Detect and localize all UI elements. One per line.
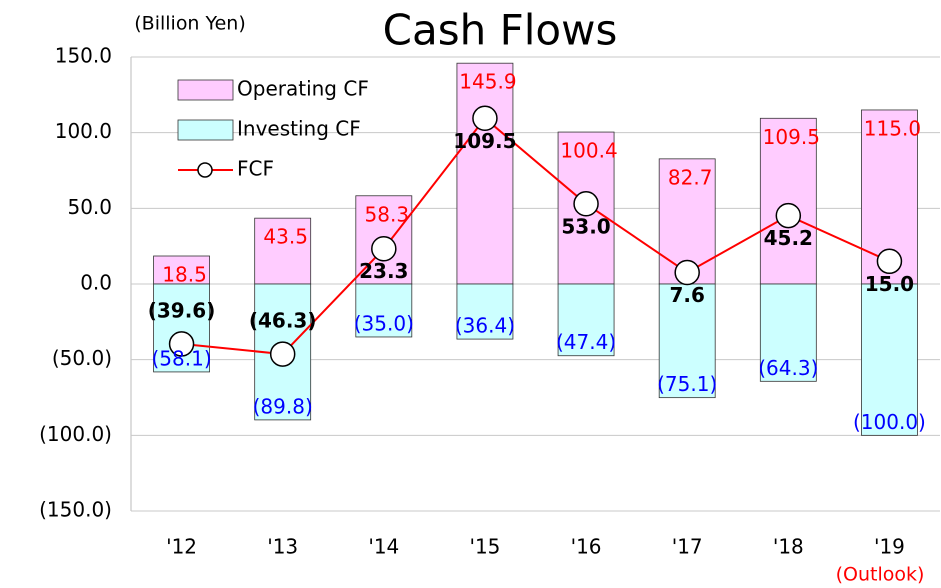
annotation: (Outlook) (836, 564, 925, 586)
bar-label: 58.3 (365, 202, 410, 226)
x-tick-label: '17 (672, 535, 703, 559)
bar-label: 18.5 (162, 263, 207, 287)
bar-label: 43.5 (263, 225, 308, 249)
legend-swatch (177, 119, 234, 141)
bar (658, 283, 716, 399)
y-tick-label: 50.0 (67, 195, 112, 219)
fcf-label: (39.6) (148, 298, 216, 322)
x-tick-label: '13 (267, 535, 298, 559)
bar-label: 100.4 (560, 139, 617, 163)
fcf-label: 7.6 (669, 283, 704, 307)
bar-label: (35.0) (354, 311, 414, 335)
unit-label: (Billion Yen) (134, 13, 246, 35)
chart-title: Cash Flows (383, 6, 618, 55)
fcf-label: 109.5 (453, 129, 516, 153)
bar-label: 115.0 (864, 116, 921, 140)
fcf-marker (674, 259, 700, 286)
x-tick-label: '15 (469, 535, 500, 559)
bar-label: (58.1) (151, 346, 211, 370)
fcf-label: 23.3 (359, 259, 408, 283)
bar (355, 283, 413, 338)
bar (759, 117, 817, 285)
fcf-marker (876, 248, 903, 275)
y-tick-label: (100.0) (39, 422, 112, 446)
bar (254, 217, 312, 285)
bar-label: 145.9 (459, 70, 516, 94)
bar-label: (36.4) (455, 314, 515, 338)
fcf-marker (168, 331, 195, 357)
fcf-marker (371, 235, 397, 262)
bar-label: (100.0) (853, 410, 926, 434)
y-tick-label: 100.0 (55, 119, 112, 143)
bar-label: (89.8) (253, 394, 313, 418)
y-tick-label: (50.0) (52, 346, 112, 370)
bar (456, 62, 514, 285)
x-tick-label: '12 (166, 535, 197, 559)
legend-label: FCF (237, 157, 274, 181)
fcf-label: 45.2 (764, 226, 813, 250)
bar (759, 283, 817, 382)
x-tick-label: '18 (773, 535, 804, 559)
x-tick-label: '19 (874, 535, 905, 559)
bar-label: 109.5 (763, 125, 820, 149)
legend-swatch (197, 162, 213, 178)
x-tick-label: '14 (368, 535, 399, 559)
legend-label: Investing CF (237, 117, 361, 141)
bar (861, 283, 918, 436)
bar-label: 82.7 (668, 165, 713, 189)
fcf-label: 53.0 (561, 214, 610, 238)
fcf-label: 15.0 (865, 272, 914, 296)
fcf-marker (573, 191, 599, 217)
bar-label: (47.4) (556, 330, 616, 354)
fcf-label: (46.3) (249, 309, 317, 333)
fcf-line (181, 116, 890, 356)
legend-label: Operating CF (237, 77, 369, 101)
bar (456, 283, 514, 340)
bar-label: (64.3) (758, 356, 818, 380)
bar (557, 283, 615, 357)
y-tick-label: 150.0 (55, 44, 112, 68)
fcf-marker (269, 341, 296, 367)
bar-label: (75.1) (657, 372, 717, 396)
bar (153, 255, 210, 285)
bar (153, 283, 210, 373)
fcf-marker (775, 202, 802, 229)
legend-swatch (177, 79, 234, 101)
fcf-marker (472, 105, 498, 132)
y-tick-label: (150.0) (39, 498, 112, 522)
y-tick-label: 0.0 (80, 271, 112, 295)
x-tick-label: '16 (571, 535, 602, 559)
